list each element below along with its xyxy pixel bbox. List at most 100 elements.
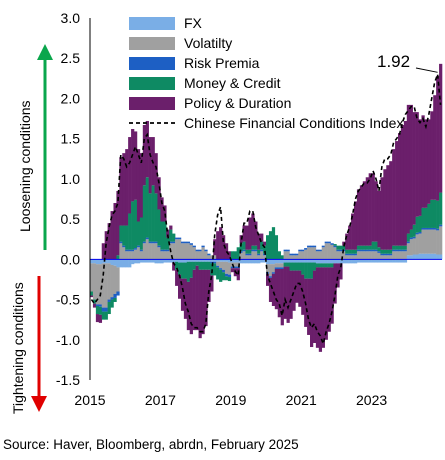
bar-segment bbox=[198, 261, 202, 270]
bar-segment bbox=[183, 243, 188, 260]
bar-segment bbox=[201, 261, 205, 270]
bar-segment bbox=[403, 259, 408, 263]
bar-segment bbox=[330, 244, 334, 260]
bar-segment bbox=[134, 199, 138, 249]
bar-segment bbox=[92, 299, 97, 304]
y-tick-label: -0.5 bbox=[56, 292, 80, 308]
bar-segment bbox=[116, 267, 120, 292]
bar-segment bbox=[274, 268, 279, 310]
bar-segment bbox=[210, 275, 214, 292]
bar-segment bbox=[430, 229, 434, 254]
bar-segment bbox=[342, 245, 346, 250]
y-tick-label: -1.5 bbox=[56, 372, 80, 388]
bar-segment bbox=[224, 276, 229, 281]
bar-segment bbox=[430, 253, 434, 260]
bar-segment bbox=[186, 259, 191, 262]
bar-segment bbox=[251, 213, 255, 246]
bar-segment bbox=[142, 243, 147, 260]
bar-segment bbox=[180, 262, 185, 279]
bar-segment bbox=[436, 254, 440, 260]
bar-segment bbox=[157, 245, 161, 248]
bar-segment bbox=[260, 251, 264, 260]
bar-segment bbox=[374, 259, 378, 263]
bar-segment bbox=[430, 111, 434, 200]
bar-segment bbox=[195, 259, 199, 262]
bar-segment bbox=[307, 245, 311, 248]
bar-segment bbox=[395, 245, 399, 250]
bar-segment bbox=[395, 259, 399, 263]
bar-segment bbox=[433, 199, 437, 228]
bar-segment bbox=[301, 249, 305, 252]
bar-segment bbox=[227, 251, 232, 260]
bar-segment bbox=[406, 241, 411, 244]
bar-segment bbox=[330, 263, 334, 268]
bar-segment bbox=[157, 209, 161, 246]
bar-segment bbox=[145, 120, 149, 178]
bar-segment bbox=[175, 237, 179, 240]
bar-segment bbox=[415, 216, 419, 233]
bar-segment bbox=[427, 203, 431, 228]
bar-segment bbox=[380, 253, 384, 256]
x-tick-label: 2019 bbox=[215, 392, 246, 408]
bar-segment bbox=[354, 249, 358, 254]
bar-segment bbox=[315, 251, 320, 260]
bar-segment bbox=[230, 251, 235, 260]
bar-segment bbox=[142, 185, 147, 242]
bar-segment bbox=[318, 251, 323, 260]
bar-segment bbox=[122, 259, 126, 268]
bar-segment bbox=[154, 193, 158, 242]
bar-segment bbox=[245, 225, 249, 250]
bar-segment bbox=[224, 261, 229, 274]
bar-segment bbox=[412, 224, 416, 237]
bar-segment bbox=[125, 249, 129, 252]
bar-segment bbox=[415, 234, 419, 255]
bar-segment bbox=[324, 243, 328, 260]
bar-segment bbox=[254, 245, 258, 250]
bar-segment bbox=[274, 267, 279, 269]
bar-segment bbox=[409, 237, 413, 240]
bar-segment bbox=[222, 259, 226, 262]
bar-segment bbox=[377, 247, 381, 252]
bar-segment bbox=[409, 104, 413, 230]
y-axis-ticks: 3.0 2.5 2.0 1.5 1.0 0.5 0.0 -0.5 -1.0 -1.5 bbox=[56, 10, 80, 388]
bar-segment bbox=[131, 201, 135, 250]
bar-segment bbox=[280, 255, 284, 260]
bar-segment bbox=[277, 267, 281, 269]
bar-segment bbox=[136, 247, 141, 260]
bar-segment bbox=[307, 278, 311, 335]
bar-segment bbox=[424, 229, 428, 254]
bar-segment bbox=[336, 263, 340, 288]
bar-segment bbox=[389, 253, 393, 256]
bar-segment bbox=[298, 259, 302, 263]
bar-segment bbox=[336, 259, 340, 264]
bar-segment bbox=[354, 201, 358, 250]
bar-segment bbox=[134, 248, 138, 250]
bar-segment bbox=[400, 259, 405, 263]
bar-segment bbox=[271, 264, 276, 273]
bar-segment bbox=[298, 262, 302, 271]
bar-segment bbox=[160, 251, 164, 260]
bar-segment bbox=[198, 269, 202, 339]
bar-segment bbox=[289, 259, 293, 263]
bar-segment bbox=[136, 149, 141, 222]
bar-segment bbox=[113, 265, 117, 294]
bar-segment bbox=[178, 262, 182, 275]
bar-segment bbox=[406, 233, 411, 242]
bar-segment bbox=[386, 253, 390, 256]
legend-label: Policy & Duration bbox=[184, 95, 291, 111]
bar-segment bbox=[421, 115, 425, 208]
bar-segment bbox=[192, 247, 196, 260]
bar-segment bbox=[354, 259, 358, 264]
bar-segment bbox=[239, 251, 243, 253]
bar-segment bbox=[289, 255, 293, 260]
bar-segment bbox=[192, 261, 196, 270]
bar-segment bbox=[163, 249, 167, 252]
bar-segment bbox=[245, 259, 249, 264]
bar-segment bbox=[136, 245, 141, 248]
bar-segment bbox=[356, 189, 361, 246]
bar-segment bbox=[424, 253, 428, 260]
bar-segment bbox=[348, 255, 352, 260]
bar-segment bbox=[263, 245, 267, 254]
bar-segment bbox=[389, 255, 393, 260]
bar-segment bbox=[213, 261, 217, 264]
